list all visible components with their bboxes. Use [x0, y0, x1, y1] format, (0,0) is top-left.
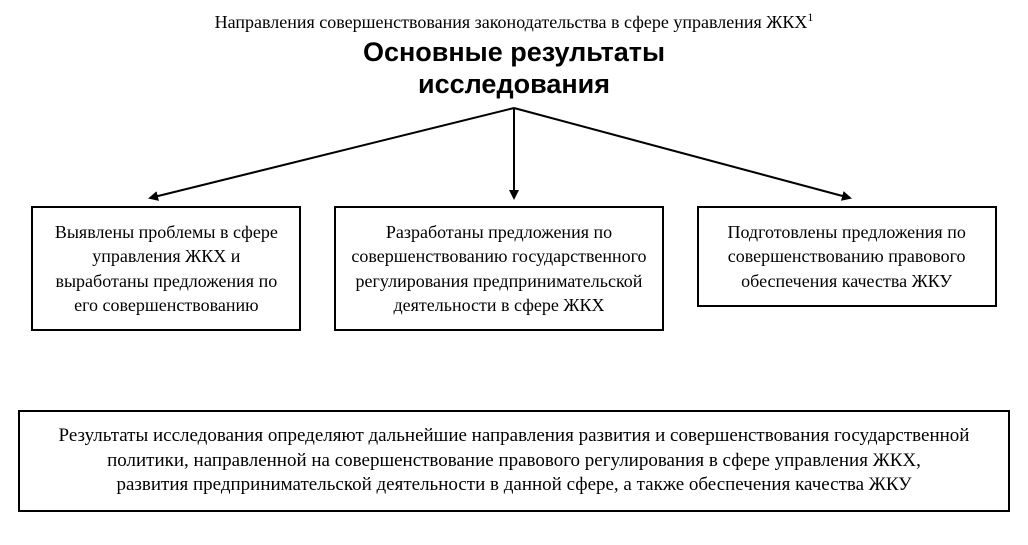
result-box-3: Подготовлены предложе­ния по совершенств… — [697, 206, 997, 307]
tree-arrows — [0, 102, 1028, 210]
title-line-2: исследования — [418, 69, 610, 99]
result-box-2-text: Разработаны предложения по совершенствов… — [351, 222, 646, 315]
caption-text: Направления совершенствования законодате… — [215, 12, 808, 32]
result-box-1-text: Выявлены проблемы в сфере управления ЖКХ… — [55, 222, 278, 315]
result-box-3-text: Подготовлены предложе­ния по совершенств… — [727, 222, 965, 291]
result-box-2: Разработаны предложения по совершенствов… — [334, 206, 664, 331]
arrow-left — [150, 108, 514, 198]
figure-caption: Направления совершенствования законодате… — [0, 10, 1028, 33]
result-boxes-row: Выявлены проблемы в сфере управления ЖКХ… — [0, 206, 1028, 331]
arrow-right — [514, 108, 850, 198]
caption-footnote: 1 — [807, 10, 813, 24]
summary-para-2: развития предпринимательской деятельност… — [116, 474, 911, 495]
diagram-title: Основные результаты исследования — [0, 36, 1028, 101]
title-line-1: Основные результаты — [363, 37, 665, 67]
result-box-1: Выявлены проблемы в сфере управления ЖКХ… — [31, 206, 301, 331]
summary-box: Результаты исследования определяют дальн… — [18, 410, 1010, 512]
summary-para-1: Результаты исследования определяют дальн… — [59, 425, 970, 471]
